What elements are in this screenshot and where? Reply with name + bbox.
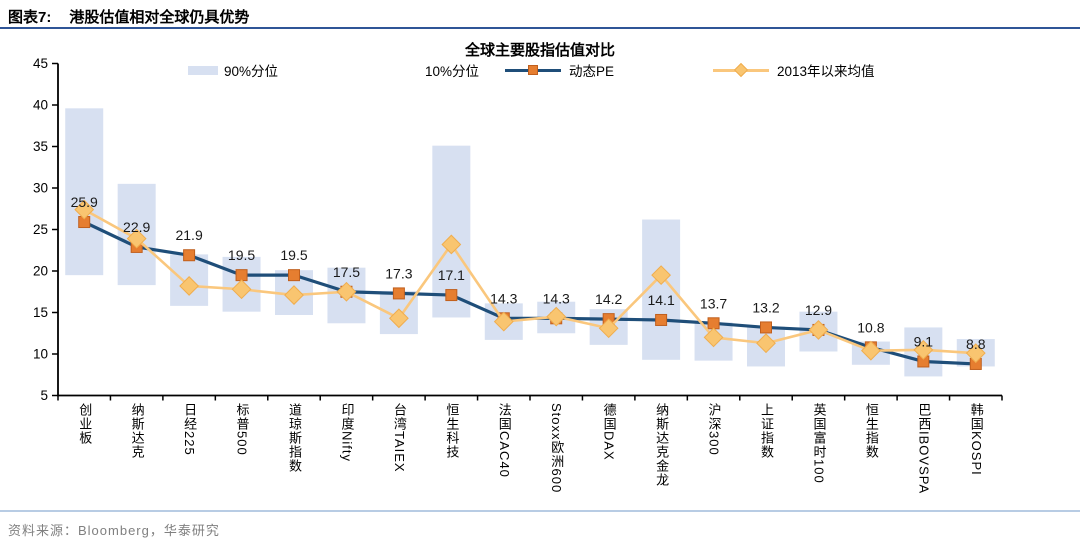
pe-marker bbox=[392, 287, 405, 300]
mean-marker bbox=[808, 320, 829, 340]
y-tick-label: 30 bbox=[33, 181, 48, 196]
mean-marker bbox=[493, 311, 514, 332]
pe-data-label: 21.9 bbox=[175, 227, 202, 243]
x-axis-label: 纳斯达克 bbox=[129, 403, 145, 459]
percentile-range-bar bbox=[65, 108, 104, 276]
mean-marker bbox=[913, 339, 934, 360]
x-axis-label: 巴西IBOVSPA bbox=[916, 403, 932, 495]
mean-marker bbox=[388, 308, 409, 329]
mean-marker bbox=[703, 327, 724, 348]
mean-marker bbox=[598, 318, 619, 339]
pe-data-label: 25.9 bbox=[71, 194, 98, 210]
pe-data-label: 10.8 bbox=[857, 319, 884, 335]
mean-marker bbox=[126, 228, 147, 249]
mean-marker bbox=[860, 340, 881, 361]
y-tick-label: 35 bbox=[33, 139, 48, 154]
pe-data-label: 22.9 bbox=[123, 219, 150, 235]
pe-data-label: 17.1 bbox=[438, 267, 465, 283]
figure-header: 图表7: 港股估值相对全球仍具优势 bbox=[8, 6, 249, 27]
x-axis-label: 台湾TAIEX bbox=[391, 403, 407, 473]
x-axis-label: 法国CAC40 bbox=[496, 403, 512, 478]
pe-marker bbox=[707, 317, 720, 330]
x-axis-label: 标普500 bbox=[234, 403, 250, 456]
y-tick-label: 20 bbox=[33, 264, 48, 279]
pe-data-label: 13.2 bbox=[752, 299, 779, 315]
mean-marker bbox=[336, 281, 357, 302]
y-tick-label: 15 bbox=[33, 305, 48, 320]
legend: 90%分位 10%分位 动态PE 2013年以来均值 bbox=[0, 60, 1080, 82]
legend-item-10pct: 10%分位 bbox=[425, 60, 479, 80]
pe-data-label: 13.7 bbox=[700, 295, 727, 311]
percentile-range-bar bbox=[432, 145, 471, 318]
legend-label: 动态PE bbox=[569, 64, 615, 79]
pe-marker bbox=[288, 269, 300, 282]
x-axis-label: 上证指数 bbox=[759, 403, 774, 459]
legend-item-mean: 2013年以来均值 bbox=[713, 60, 875, 80]
mean-marker bbox=[441, 234, 462, 255]
x-axis-label: 英国富时100 bbox=[811, 403, 827, 484]
line-diamond-swatch-icon bbox=[713, 62, 769, 78]
y-tick-label: 40 bbox=[33, 98, 48, 113]
mean-marker bbox=[965, 343, 986, 364]
pe-data-label: 17.3 bbox=[385, 265, 412, 281]
pe-data-label: 14.2 bbox=[595, 291, 622, 307]
line-square-swatch-icon bbox=[505, 63, 561, 77]
x-axis-label: 日经225 bbox=[182, 403, 198, 456]
pe-data-label: 19.5 bbox=[228, 247, 255, 263]
x-axis-label: 恒生指数 bbox=[863, 403, 879, 459]
pe-data-label: 14.3 bbox=[543, 290, 570, 306]
y-tick-label: 25 bbox=[33, 222, 48, 237]
pe-marker bbox=[760, 321, 772, 334]
y-tick-label: 10 bbox=[33, 347, 48, 362]
pe-data-label: 12.9 bbox=[805, 302, 832, 318]
pe-data-label: 14.3 bbox=[490, 290, 517, 306]
x-axis-label: 纳斯达克金龙 bbox=[654, 403, 670, 487]
legend-label: 90%分位 bbox=[224, 64, 279, 79]
mean-line bbox=[83, 208, 976, 355]
y-tick-label: 45 bbox=[33, 56, 48, 71]
pe-marker bbox=[445, 289, 458, 302]
x-axis-label: 韩国KOSPI bbox=[968, 403, 984, 476]
figure-label: 图表7: bbox=[8, 9, 52, 26]
pe-marker bbox=[655, 313, 668, 326]
x-axis-label: 印度Nifty bbox=[339, 403, 355, 462]
pe-data-label: 19.5 bbox=[280, 247, 307, 263]
y-tick-label: 5 bbox=[40, 388, 48, 403]
pe-data-label: 8.8 bbox=[966, 336, 986, 352]
x-axis-label: 创业板 bbox=[77, 403, 93, 445]
bar-swatch-icon bbox=[188, 65, 218, 75]
x-axis-label: 恒生科技 bbox=[444, 403, 460, 459]
pe-line bbox=[83, 220, 976, 366]
x-axis-label: 道琼斯指数 bbox=[287, 403, 302, 473]
x-axis-label: 沪深300 bbox=[706, 403, 722, 456]
header-divider bbox=[0, 27, 1080, 29]
legend-item-pe: 动态PE bbox=[505, 60, 614, 80]
pe-data-label: 9.1 bbox=[914, 333, 934, 349]
legend-item-90pct: 90%分位 bbox=[188, 60, 278, 80]
figure-title: 港股估值相对全球仍具优势 bbox=[69, 9, 250, 26]
mean-marker bbox=[231, 279, 252, 300]
legend-label: 10%分位 bbox=[425, 64, 480, 79]
mean-marker bbox=[651, 265, 672, 286]
x-axis-label: Stoxx欧洲600 bbox=[549, 403, 565, 494]
chart-title: 全球主要股指估值对比 bbox=[464, 42, 615, 59]
pe-data-label: 14.1 bbox=[647, 292, 674, 308]
source-note: 资料来源：Bloomberg，华泰研究 bbox=[8, 523, 220, 538]
mean-marker bbox=[756, 333, 776, 354]
mean-marker bbox=[546, 306, 567, 327]
legend-label: 2013年以来均值 bbox=[777, 64, 875, 79]
footer-divider bbox=[0, 510, 1080, 512]
pe-marker bbox=[235, 269, 248, 282]
pe-marker bbox=[183, 249, 196, 262]
mean-marker bbox=[74, 199, 95, 220]
pe-data-label: 17.5 bbox=[333, 264, 360, 280]
mean-marker bbox=[284, 285, 304, 305]
mean-marker bbox=[179, 276, 200, 296]
x-axis-label: 德国DAX bbox=[601, 403, 617, 461]
